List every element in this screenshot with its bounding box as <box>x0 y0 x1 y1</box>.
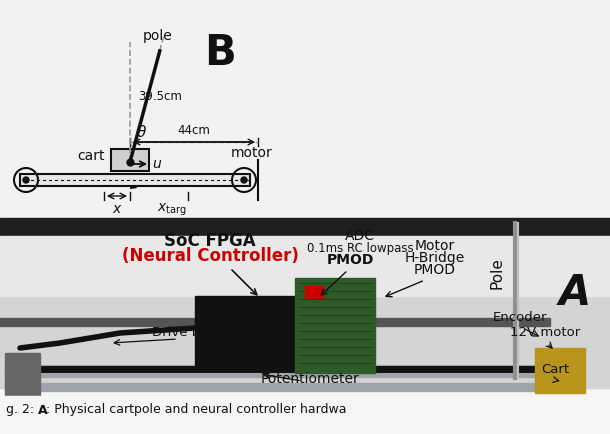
Text: PMOD: PMOD <box>414 263 456 277</box>
Bar <box>0 396 610 434</box>
Bar <box>0 236 610 296</box>
Text: ADC: ADC <box>345 229 375 243</box>
Text: $x_\mathrm{targ}$: $x_\mathrm{targ}$ <box>157 202 187 218</box>
Bar <box>5 383 545 391</box>
Bar <box>0 218 610 236</box>
Text: g. 2:: g. 2: <box>6 404 38 417</box>
Text: 12V motor: 12V motor <box>510 326 580 339</box>
Circle shape <box>23 177 29 183</box>
Text: Encoder: Encoder <box>493 311 547 324</box>
Text: A: A <box>559 272 591 314</box>
Text: B: B <box>204 32 236 74</box>
Text: SoC FPGA: SoC FPGA <box>164 232 256 250</box>
Text: Motor: Motor <box>415 239 455 253</box>
Bar <box>0 0 610 218</box>
Text: H-Bridge: H-Bridge <box>405 251 465 265</box>
Bar <box>5 353 40 398</box>
Text: Potentiometer: Potentiometer <box>260 372 359 386</box>
Text: 0.1ms RC lowpass: 0.1ms RC lowpass <box>307 242 414 255</box>
Bar <box>305 286 323 298</box>
Bar <box>0 318 550 326</box>
Text: A: A <box>38 404 48 417</box>
Text: cart: cart <box>77 149 105 163</box>
Text: 44cm: 44cm <box>178 124 210 137</box>
Bar <box>5 363 545 377</box>
Text: : Physical cartpole and neural controller hardwa: : Physical cartpole and neural controlle… <box>46 404 346 417</box>
Bar <box>295 278 375 373</box>
Text: $\theta$: $\theta$ <box>136 124 147 140</box>
Text: Cart: Cart <box>541 363 569 376</box>
Bar <box>0 218 610 388</box>
Text: Drive belt: Drive belt <box>152 326 218 339</box>
FancyBboxPatch shape <box>20 174 250 186</box>
Text: pole: pole <box>143 29 173 43</box>
Circle shape <box>241 177 247 183</box>
Bar <box>195 296 305 366</box>
Text: motor: motor <box>231 146 273 160</box>
Text: 39.5cm: 39.5cm <box>138 91 182 103</box>
Text: PMOD: PMOD <box>326 253 374 267</box>
Text: $u$: $u$ <box>152 157 162 171</box>
Text: Pole: Pole <box>489 257 504 289</box>
Text: $x$: $x$ <box>112 202 123 216</box>
Text: (Neural Controller): (Neural Controller) <box>121 247 298 265</box>
Bar <box>535 348 585 393</box>
Bar <box>111 149 149 171</box>
